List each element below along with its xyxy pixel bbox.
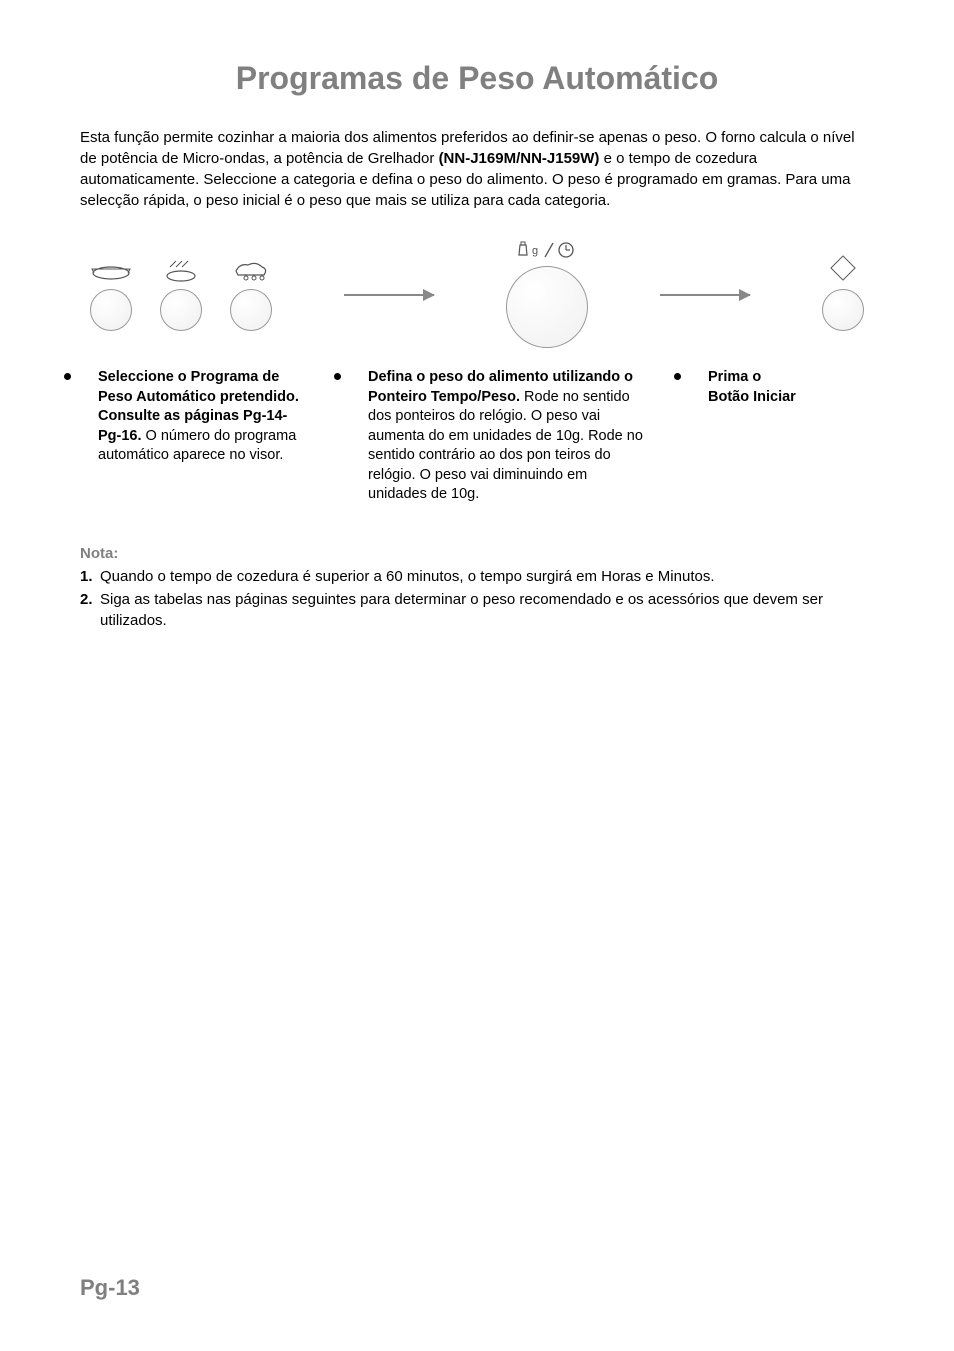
time-weight-dial-group: g	[506, 241, 588, 348]
steps-row: Seleccione o Programa de Peso Automático…	[80, 368, 874, 505]
dial-label: g	[512, 241, 582, 262]
program-icons-group	[90, 259, 272, 331]
step-1: Seleccione o Programa de Peso Automático…	[80, 368, 310, 505]
time-weight-dial	[506, 266, 588, 348]
knob-icon	[822, 289, 864, 331]
program-icon-1	[90, 259, 132, 331]
nota-item-2: 2.Siga as tabelas nas páginas seguintes …	[100, 589, 874, 631]
diagram-row: g	[80, 241, 874, 348]
knob-icon	[160, 289, 202, 331]
step-3: Prima o Botão Iniciar	[690, 368, 840, 505]
svg-text:g: g	[532, 245, 539, 257]
nota-label: Nota:	[80, 545, 874, 562]
step-2: Defina o peso do alimento utilizando o P…	[350, 368, 650, 505]
defrost-dish-icon	[90, 259, 132, 283]
start-diamond-icon	[830, 255, 855, 280]
intro-paragraph: Esta função permite cozinhar a maioria d…	[80, 127, 874, 211]
weight-time-label-icon: g	[512, 241, 582, 259]
nota1-text: Quando o tempo de cozedura é superior a …	[100, 568, 715, 585]
knob-icon	[90, 289, 132, 331]
nota2-text: Siga as tabelas nas páginas seguintes pa…	[100, 591, 823, 629]
program-icon-3	[230, 259, 272, 331]
arrow-icon	[344, 294, 434, 296]
reheat-icon	[160, 259, 202, 283]
nota-section: Nota: 1.Quando o tempo de cozedura é sup…	[80, 545, 874, 631]
page-title: Programas de Peso Automático	[80, 60, 874, 97]
nota-num-1: 1.	[80, 566, 100, 587]
step3-line2: Botão Iniciar	[708, 389, 796, 405]
arrow-icon	[660, 294, 750, 296]
start-button-group	[822, 259, 864, 331]
nota-num-2: 2.	[80, 589, 100, 610]
step3-line1: Prima o	[708, 369, 761, 385]
program-icon-2	[160, 259, 202, 331]
nota-item-1: 1.Quando o tempo de cozedura é superior …	[100, 566, 874, 587]
cook-icon	[230, 259, 272, 283]
step2-rest: Rode no sentido dos ponteiros do relógio…	[368, 389, 643, 503]
page-number: Pg-13	[80, 1275, 140, 1301]
intro-bold: (NN-J169M/NN-J159W)	[439, 150, 600, 167]
nota-list: 1.Quando o tempo de cozedura é superior …	[80, 566, 874, 631]
knob-icon	[230, 289, 272, 331]
